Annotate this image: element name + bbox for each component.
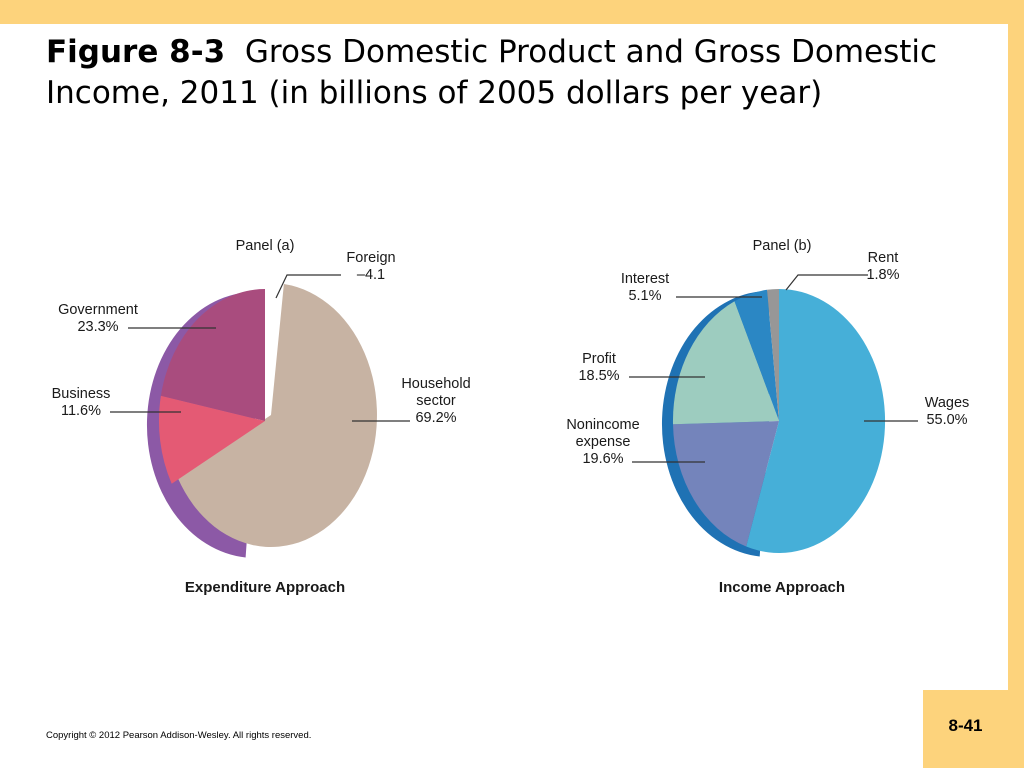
- pie-a-slice-business: [158, 395, 265, 484]
- pie-chart-expenditure: [146, 284, 377, 558]
- label-wages-line-1: Wages: [925, 395, 970, 411]
- label-household-line-2: sector: [416, 393, 456, 409]
- pie-b-slice-rent: [767, 288, 779, 421]
- label-profit-line-1: Profit: [582, 351, 616, 367]
- label-business-line-2: 11.6%: [61, 403, 101, 419]
- label-interest-line-1: Interest: [621, 271, 669, 287]
- figure-title-text: Gross Domestic Product and Gross Domesti…: [46, 34, 938, 111]
- slide-title: Figure 8-3 Gross Domestic Product and Gr…: [46, 32, 996, 114]
- chart-labels: Panel (a) Expenditure Approach Foreign–4.1…: [52, 238, 970, 596]
- figure-number: Figure 8-3: [46, 34, 226, 70]
- leader-foreign: [275, 274, 341, 299]
- label-nonincome-line-3: 19.6%: [582, 451, 623, 467]
- pie-b-slice-interest: [734, 289, 779, 421]
- label-government-line-2: 23.3%: [77, 319, 118, 335]
- label-rent-line-2: 1.8%: [866, 267, 899, 283]
- label-nonincome-line-1: Nonincome: [566, 417, 639, 433]
- label-profit-line-2: 18.5%: [578, 368, 619, 384]
- label-rent-line-1: Rent: [868, 250, 899, 266]
- panel-a-caption: Expenditure Approach: [185, 579, 345, 596]
- label-foreign-line-2: –4.1: [357, 267, 385, 283]
- panel-b-caption: Income Approach: [719, 579, 845, 596]
- top-band: [0, 0, 1024, 24]
- panel-a-title: Panel (a): [236, 238, 295, 254]
- page-number-box: 8-41: [923, 690, 1008, 768]
- label-household-line-1: Household: [401, 376, 470, 392]
- label-foreign-line-1: Foreign: [346, 250, 395, 266]
- pie-b-slice-wages: [746, 289, 886, 553]
- label-business-line-1: Business: [52, 386, 111, 402]
- label-interest-line-2: 5.1%: [628, 288, 661, 304]
- pie-a-slice-household-sector: [177, 284, 377, 548]
- label-government-line-1: Government: [58, 302, 138, 318]
- leader-rent: [785, 274, 868, 291]
- copyright-notice: Copyright © 2012 Pearson Addison-Wesley.…: [46, 730, 312, 741]
- pie-b-slice-nonincome-expense: [673, 421, 779, 547]
- label-nonincome-line-2: expense: [576, 434, 631, 450]
- page-number: 8-41: [948, 716, 983, 735]
- pie-b-slice-profit: [672, 301, 779, 425]
- pie-a-slice-government: [160, 288, 265, 421]
- label-wages-line-2: 55.0%: [926, 412, 967, 428]
- pie-chart-income: [661, 288, 886, 557]
- label-household-line-3: 69.2%: [415, 410, 456, 426]
- panel-b-title: Panel (b): [753, 238, 812, 254]
